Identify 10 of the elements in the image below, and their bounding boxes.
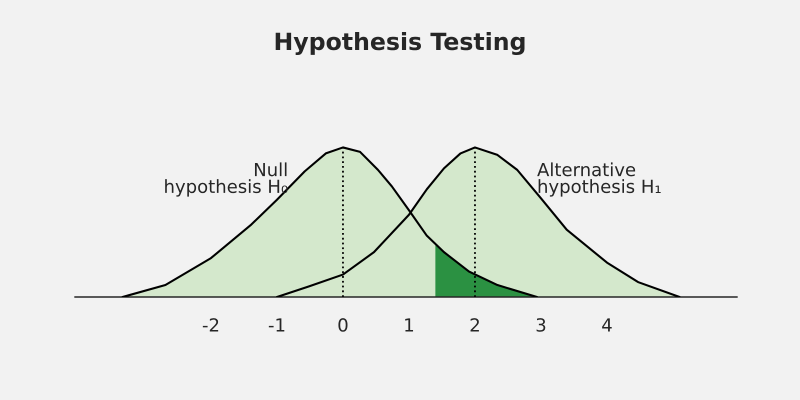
x-tick-label: 0 xyxy=(338,318,348,332)
x-tick-label: 1 xyxy=(405,318,414,332)
series-label: Alternative hypothesis H₁ xyxy=(537,162,661,197)
series-label: Null hypothesis H₀ xyxy=(165,162,288,197)
chart-title: Hypothesis Testing xyxy=(276,32,524,56)
x-tick-label: 4 xyxy=(602,318,612,332)
x-tick-label: -2 xyxy=(202,318,218,332)
x-tick-label: 3 xyxy=(536,318,546,332)
x-tick-label: 2 xyxy=(470,318,479,332)
x-tick-label: -1 xyxy=(268,318,284,332)
